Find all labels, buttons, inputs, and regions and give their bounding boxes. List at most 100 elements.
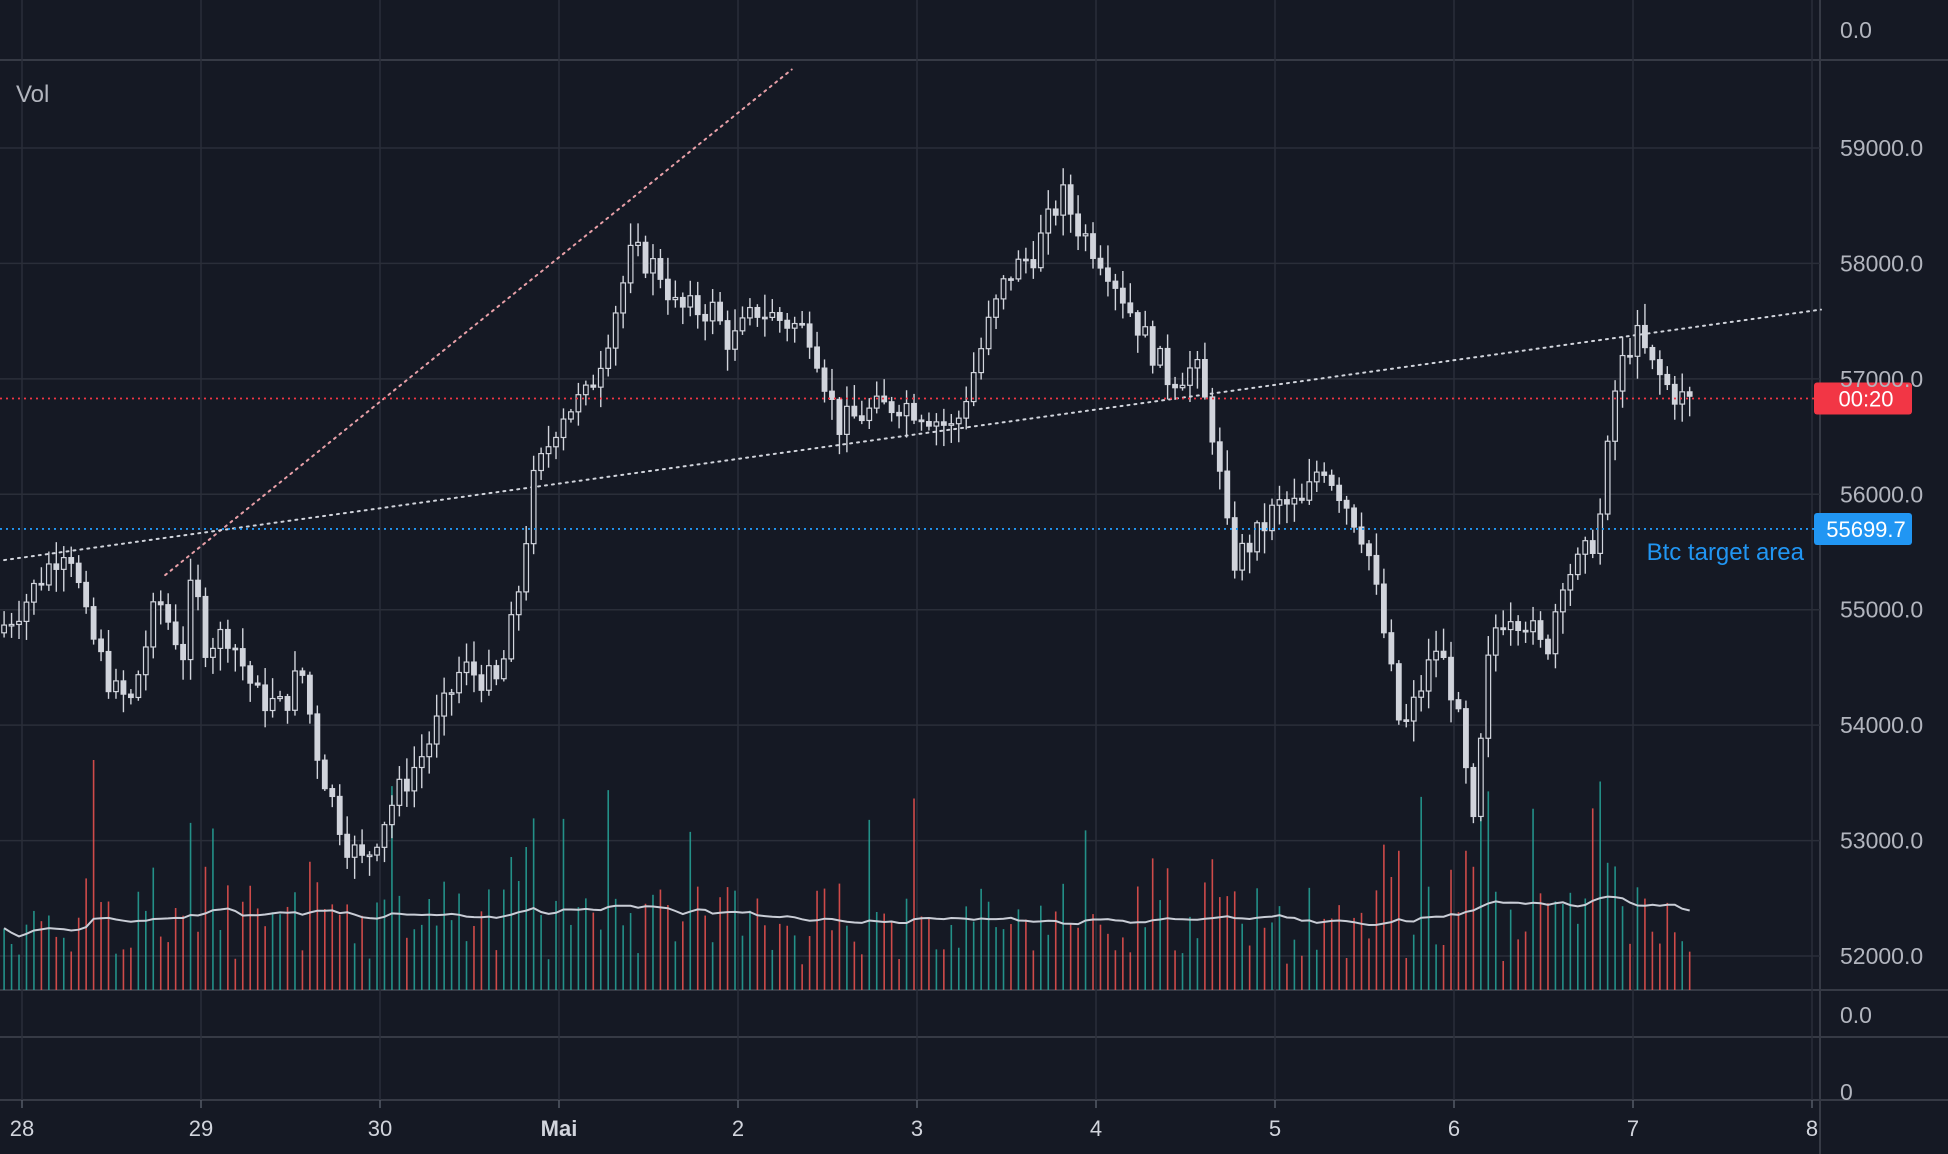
trendline[interactable] bbox=[164, 68, 793, 577]
candle bbox=[829, 368, 835, 420]
candle bbox=[523, 525, 530, 601]
candle bbox=[1015, 250, 1022, 282]
candle-body bbox=[1216, 441, 1223, 472]
date-tick-label: 28 bbox=[10, 1116, 34, 1141]
candle-body bbox=[732, 330, 738, 350]
candle bbox=[1164, 334, 1171, 400]
candle bbox=[858, 400, 865, 425]
candle-body bbox=[1105, 267, 1111, 282]
candle bbox=[83, 570, 90, 614]
candle-body bbox=[127, 693, 134, 699]
horizontal-lines[interactable]: 00:20 55699.7 bbox=[0, 382, 1912, 545]
candle bbox=[1403, 703, 1410, 728]
candle bbox=[1515, 615, 1522, 646]
candle bbox=[605, 334, 612, 377]
candle-body bbox=[16, 620, 22, 626]
candle bbox=[1380, 568, 1387, 639]
date-tick-label: 8 bbox=[1806, 1116, 1818, 1141]
candle-body bbox=[1209, 396, 1216, 443]
candle bbox=[1418, 675, 1425, 712]
candle bbox=[217, 621, 224, 671]
candle bbox=[955, 410, 962, 443]
candle bbox=[806, 311, 813, 359]
candle-body bbox=[1224, 470, 1231, 519]
candle-body bbox=[955, 417, 962, 425]
candle-body bbox=[1619, 354, 1626, 392]
candle bbox=[687, 280, 694, 317]
trendlines[interactable] bbox=[3, 68, 1822, 577]
candle-body bbox=[239, 648, 246, 667]
candle bbox=[851, 385, 858, 419]
candle-body bbox=[1597, 513, 1604, 555]
volume-indicator-label[interactable]: Vol bbox=[16, 81, 49, 108]
candle bbox=[135, 670, 142, 701]
candle-body bbox=[1642, 324, 1648, 349]
trendline[interactable] bbox=[3, 308, 1822, 562]
candle bbox=[1679, 373, 1686, 422]
candle-body bbox=[1246, 542, 1253, 553]
candle-body bbox=[993, 298, 999, 318]
candle bbox=[90, 597, 97, 645]
candle-body bbox=[1239, 542, 1246, 571]
candle-body bbox=[1395, 663, 1402, 721]
candle-body bbox=[75, 562, 82, 584]
candle-body bbox=[217, 628, 224, 650]
candle bbox=[1567, 563, 1574, 606]
candle bbox=[75, 555, 82, 589]
candle bbox=[396, 766, 403, 817]
candle bbox=[157, 590, 164, 625]
candle bbox=[1634, 309, 1641, 379]
candle-body bbox=[448, 692, 455, 695]
candle-body bbox=[493, 665, 500, 680]
candle bbox=[1246, 534, 1253, 574]
candle bbox=[1395, 660, 1402, 725]
candle-body bbox=[1172, 383, 1178, 389]
candle bbox=[448, 688, 455, 716]
candle-body bbox=[1373, 554, 1380, 585]
candle-body bbox=[254, 682, 261, 686]
candle bbox=[672, 280, 679, 308]
candle bbox=[1008, 276, 1014, 291]
candle-body bbox=[940, 421, 947, 426]
candle-body bbox=[142, 646, 149, 676]
candle-body bbox=[650, 258, 656, 274]
candle-body bbox=[1328, 474, 1335, 486]
candle bbox=[836, 397, 843, 455]
price-tick-label: 57000.0 bbox=[1840, 366, 1923, 392]
candle-body bbox=[1045, 208, 1052, 234]
candle bbox=[1559, 582, 1566, 634]
candle-body bbox=[896, 411, 903, 417]
candle bbox=[732, 309, 738, 361]
candle bbox=[187, 558, 194, 680]
candle-body bbox=[150, 601, 157, 648]
candle bbox=[1574, 547, 1581, 580]
candle-body bbox=[1567, 573, 1574, 591]
candle-body bbox=[1671, 383, 1678, 405]
candle-body bbox=[1545, 638, 1551, 655]
candle-body bbox=[933, 421, 940, 427]
candle-body bbox=[582, 384, 589, 396]
candle-body bbox=[523, 543, 530, 593]
candle-body bbox=[1119, 287, 1126, 304]
candle bbox=[247, 660, 254, 702]
candle-body bbox=[1366, 543, 1372, 557]
candle bbox=[292, 651, 298, 716]
candle-body bbox=[1254, 522, 1261, 553]
candle bbox=[127, 689, 134, 705]
candle bbox=[620, 275, 627, 329]
candle-body bbox=[359, 844, 366, 856]
candle bbox=[1134, 310, 1141, 353]
candle-body bbox=[418, 756, 425, 769]
candle-body bbox=[1269, 504, 1275, 532]
candle-body bbox=[1298, 497, 1305, 501]
candle bbox=[1530, 606, 1536, 645]
candle-body bbox=[31, 582, 37, 603]
candle-body bbox=[68, 557, 75, 564]
candle-body bbox=[538, 452, 545, 472]
candle bbox=[754, 304, 761, 327]
candle bbox=[105, 629, 112, 699]
candle bbox=[1105, 245, 1111, 297]
candle bbox=[68, 546, 75, 577]
candle-body bbox=[1485, 654, 1492, 739]
